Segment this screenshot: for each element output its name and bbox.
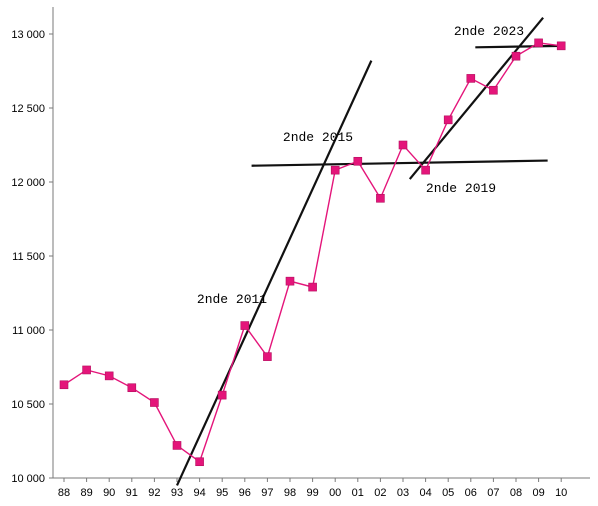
data-point-marker xyxy=(534,38,543,48)
data-point-marker xyxy=(150,398,159,407)
x-tick-label: 89 xyxy=(80,487,92,499)
trend-label: 2nde 2015 xyxy=(283,130,353,145)
x-tick-label: 98 xyxy=(284,487,296,499)
axes xyxy=(52,7,590,479)
x-tick-label: 91 xyxy=(126,487,138,499)
y-tick-label: 11 500 xyxy=(12,251,45,263)
trend-line xyxy=(175,60,373,486)
trend-label: 2nde 2019 xyxy=(426,181,496,196)
x-tick-label: 94 xyxy=(193,487,205,499)
trend-label: 2nde 2023 xyxy=(454,24,524,39)
data-point-marker xyxy=(82,365,91,375)
data-point-marker xyxy=(353,156,363,166)
x-tick-label: 07 xyxy=(487,487,499,499)
data-point-marker xyxy=(104,371,114,381)
y-tick-label: 10 500 xyxy=(11,399,45,411)
data-point-marker xyxy=(240,321,250,330)
data-point-marker xyxy=(195,457,204,467)
data-point-marker xyxy=(466,74,476,83)
x-tick-label: 02 xyxy=(374,487,386,499)
data-point-marker xyxy=(443,115,453,125)
data-point-marker xyxy=(556,41,566,51)
x-tick-label: 01 xyxy=(352,487,364,499)
data-point-marker xyxy=(308,282,317,292)
trend-label: 2nde 2011 xyxy=(197,292,267,307)
x-tick-label: 99 xyxy=(306,487,318,499)
data-point-marker xyxy=(421,165,430,175)
x-tick-label: 90 xyxy=(103,487,115,499)
x-tick-label: 10 xyxy=(555,487,567,499)
data-point-marker xyxy=(172,441,182,450)
data-point-marker xyxy=(59,380,69,390)
data-point-marker xyxy=(330,165,340,175)
trend-line xyxy=(408,17,544,180)
x-tick-label: 96 xyxy=(239,487,251,499)
data-point-marker xyxy=(398,140,408,150)
y-tick-label: 13 000 xyxy=(11,29,45,41)
x-tick-label: 04 xyxy=(419,487,431,499)
x-tick-label: 05 xyxy=(442,487,454,499)
x-tick-label: 08 xyxy=(510,487,522,499)
data-point-marker xyxy=(376,193,385,203)
x-tick-label: 97 xyxy=(261,487,273,499)
y-tick-label: 10 000 xyxy=(11,473,45,485)
data-series xyxy=(59,38,566,467)
data-point-marker xyxy=(511,51,521,61)
trend-line xyxy=(475,44,562,49)
x-tick-label: 95 xyxy=(216,487,228,499)
data-point-marker xyxy=(263,352,272,361)
x-tick-label: 06 xyxy=(465,487,477,499)
x-tick-label: 88 xyxy=(58,487,70,499)
y-tick-label: 12 000 xyxy=(11,177,45,189)
data-point-marker xyxy=(217,390,227,400)
y-tick-label: 12 500 xyxy=(11,103,45,115)
data-point-marker xyxy=(285,276,295,286)
trend-line xyxy=(251,159,548,167)
x-tick-label: 93 xyxy=(171,487,183,499)
x-tick-label: 92 xyxy=(148,487,160,499)
x-tick-label: 00 xyxy=(329,487,341,499)
data-point-marker xyxy=(127,383,137,393)
trend-lines xyxy=(175,17,562,486)
x-tick-label: 03 xyxy=(397,487,409,499)
x-tick-labels: 88 89 90 91 92 93 94 95 96 97 98 99 00 01 02 03 04 05 06 07… xyxy=(58,478,567,499)
data-point-marker xyxy=(489,85,498,95)
trend-labels: 2nde 2011 2nde 2015 2nde 2019 2nde 2023 xyxy=(197,24,524,307)
x-tick-label: 09 xyxy=(532,487,544,499)
y-tick-labels: 10 000 10 500 11 000 11 500 12 000 12 500 13 0… xyxy=(11,29,53,485)
series-line xyxy=(63,42,562,463)
y-tick-label: 11 000 xyxy=(12,325,45,337)
